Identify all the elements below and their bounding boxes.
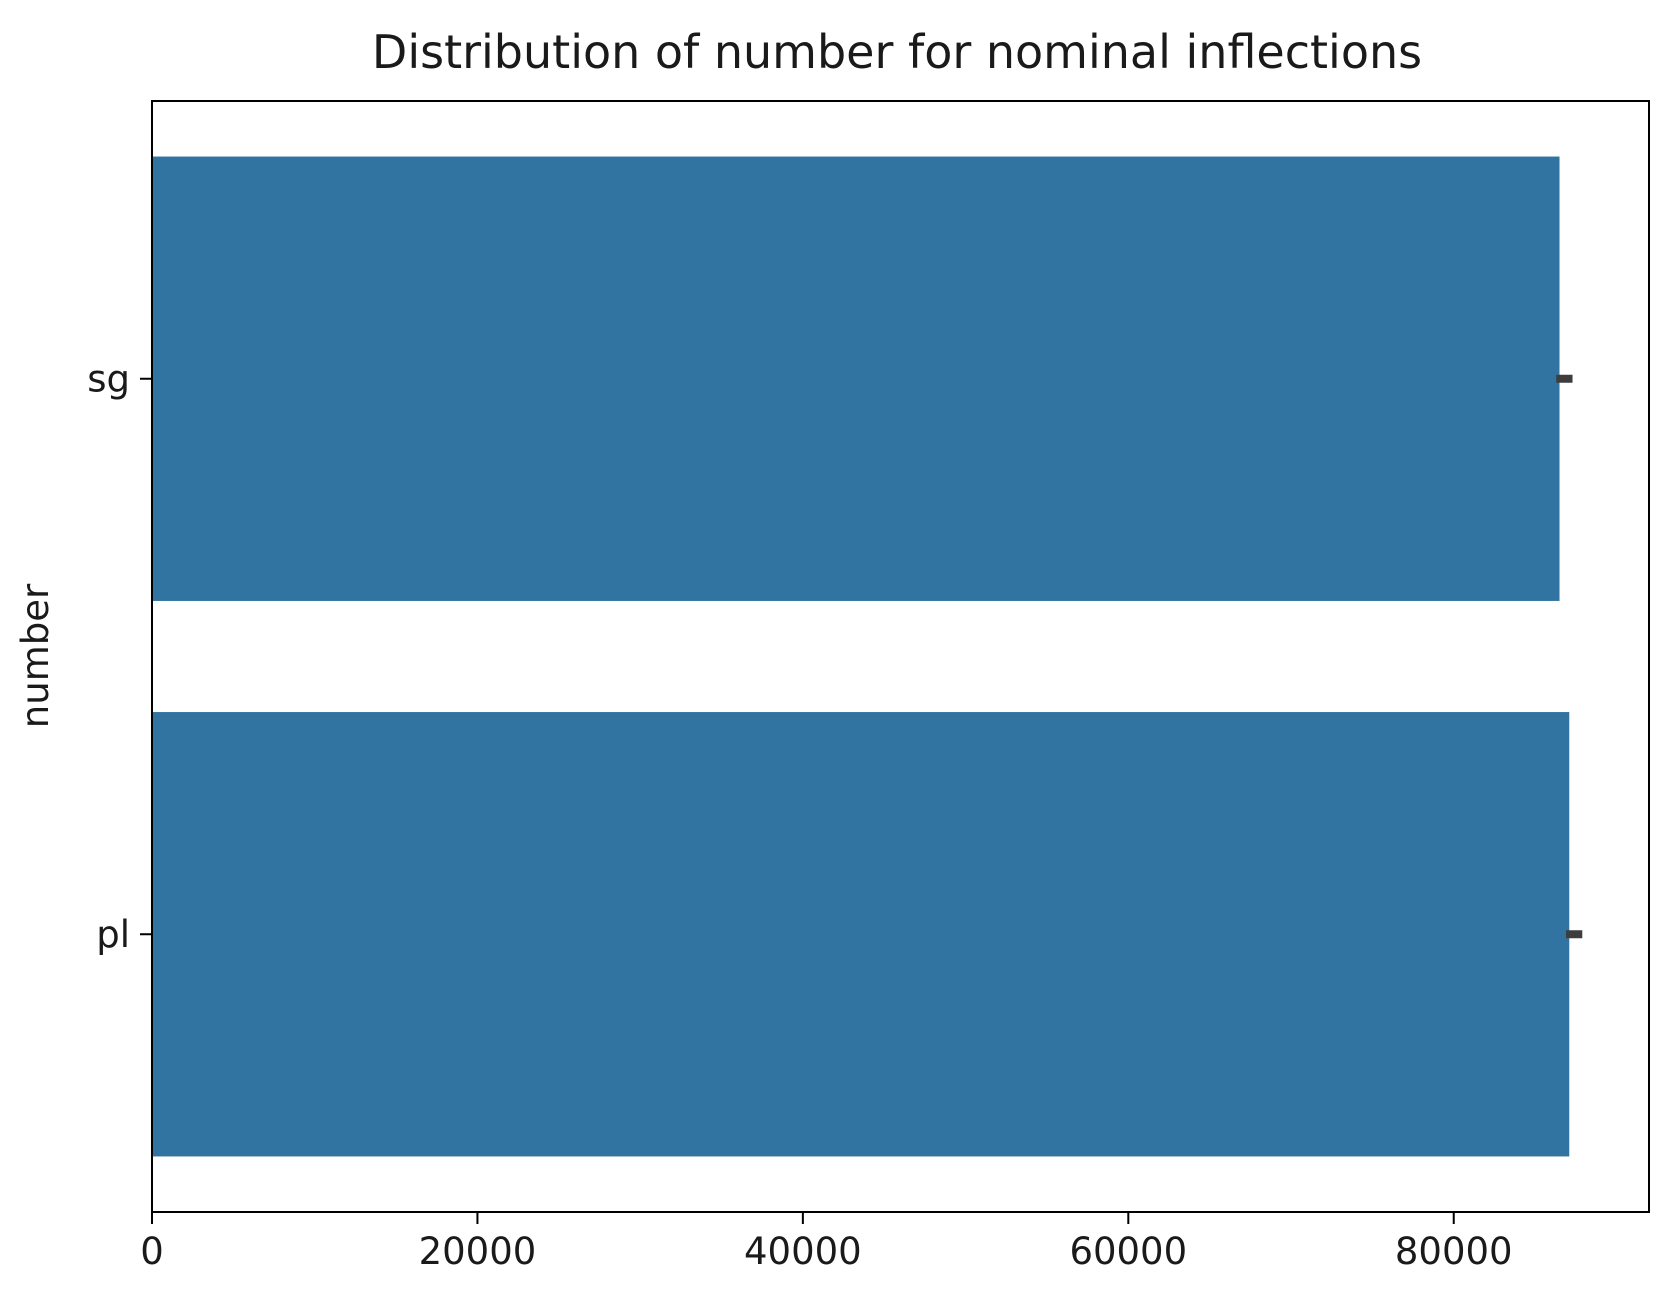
y-ticks-group: sg pl: [87, 357, 152, 956]
plot-frame: [151, 100, 1650, 1213]
x-tick-label-20000: 20000: [419, 1230, 537, 1273]
y-axis-label: number: [14, 583, 57, 728]
x-ticks-group: 0 20000 40000 60000 80000: [140, 1212, 1513, 1273]
x-tick-label-0: 0: [140, 1230, 164, 1273]
bar-sg: [152, 156, 1560, 601]
y-tick-label-sg: sg: [87, 357, 130, 400]
x-tick-label-60000: 60000: [1069, 1230, 1187, 1273]
chart-title: Distribution of number for nominal infle…: [372, 25, 1422, 79]
bar-pl: [152, 712, 1570, 1157]
error-bars-group: [1556, 374, 1583, 939]
y-tick-label-pl: pl: [96, 913, 130, 956]
x-tick-label-40000: 40000: [744, 1230, 862, 1273]
x-tick-label-80000: 80000: [1395, 1230, 1513, 1273]
bars-group: [152, 156, 1570, 1157]
